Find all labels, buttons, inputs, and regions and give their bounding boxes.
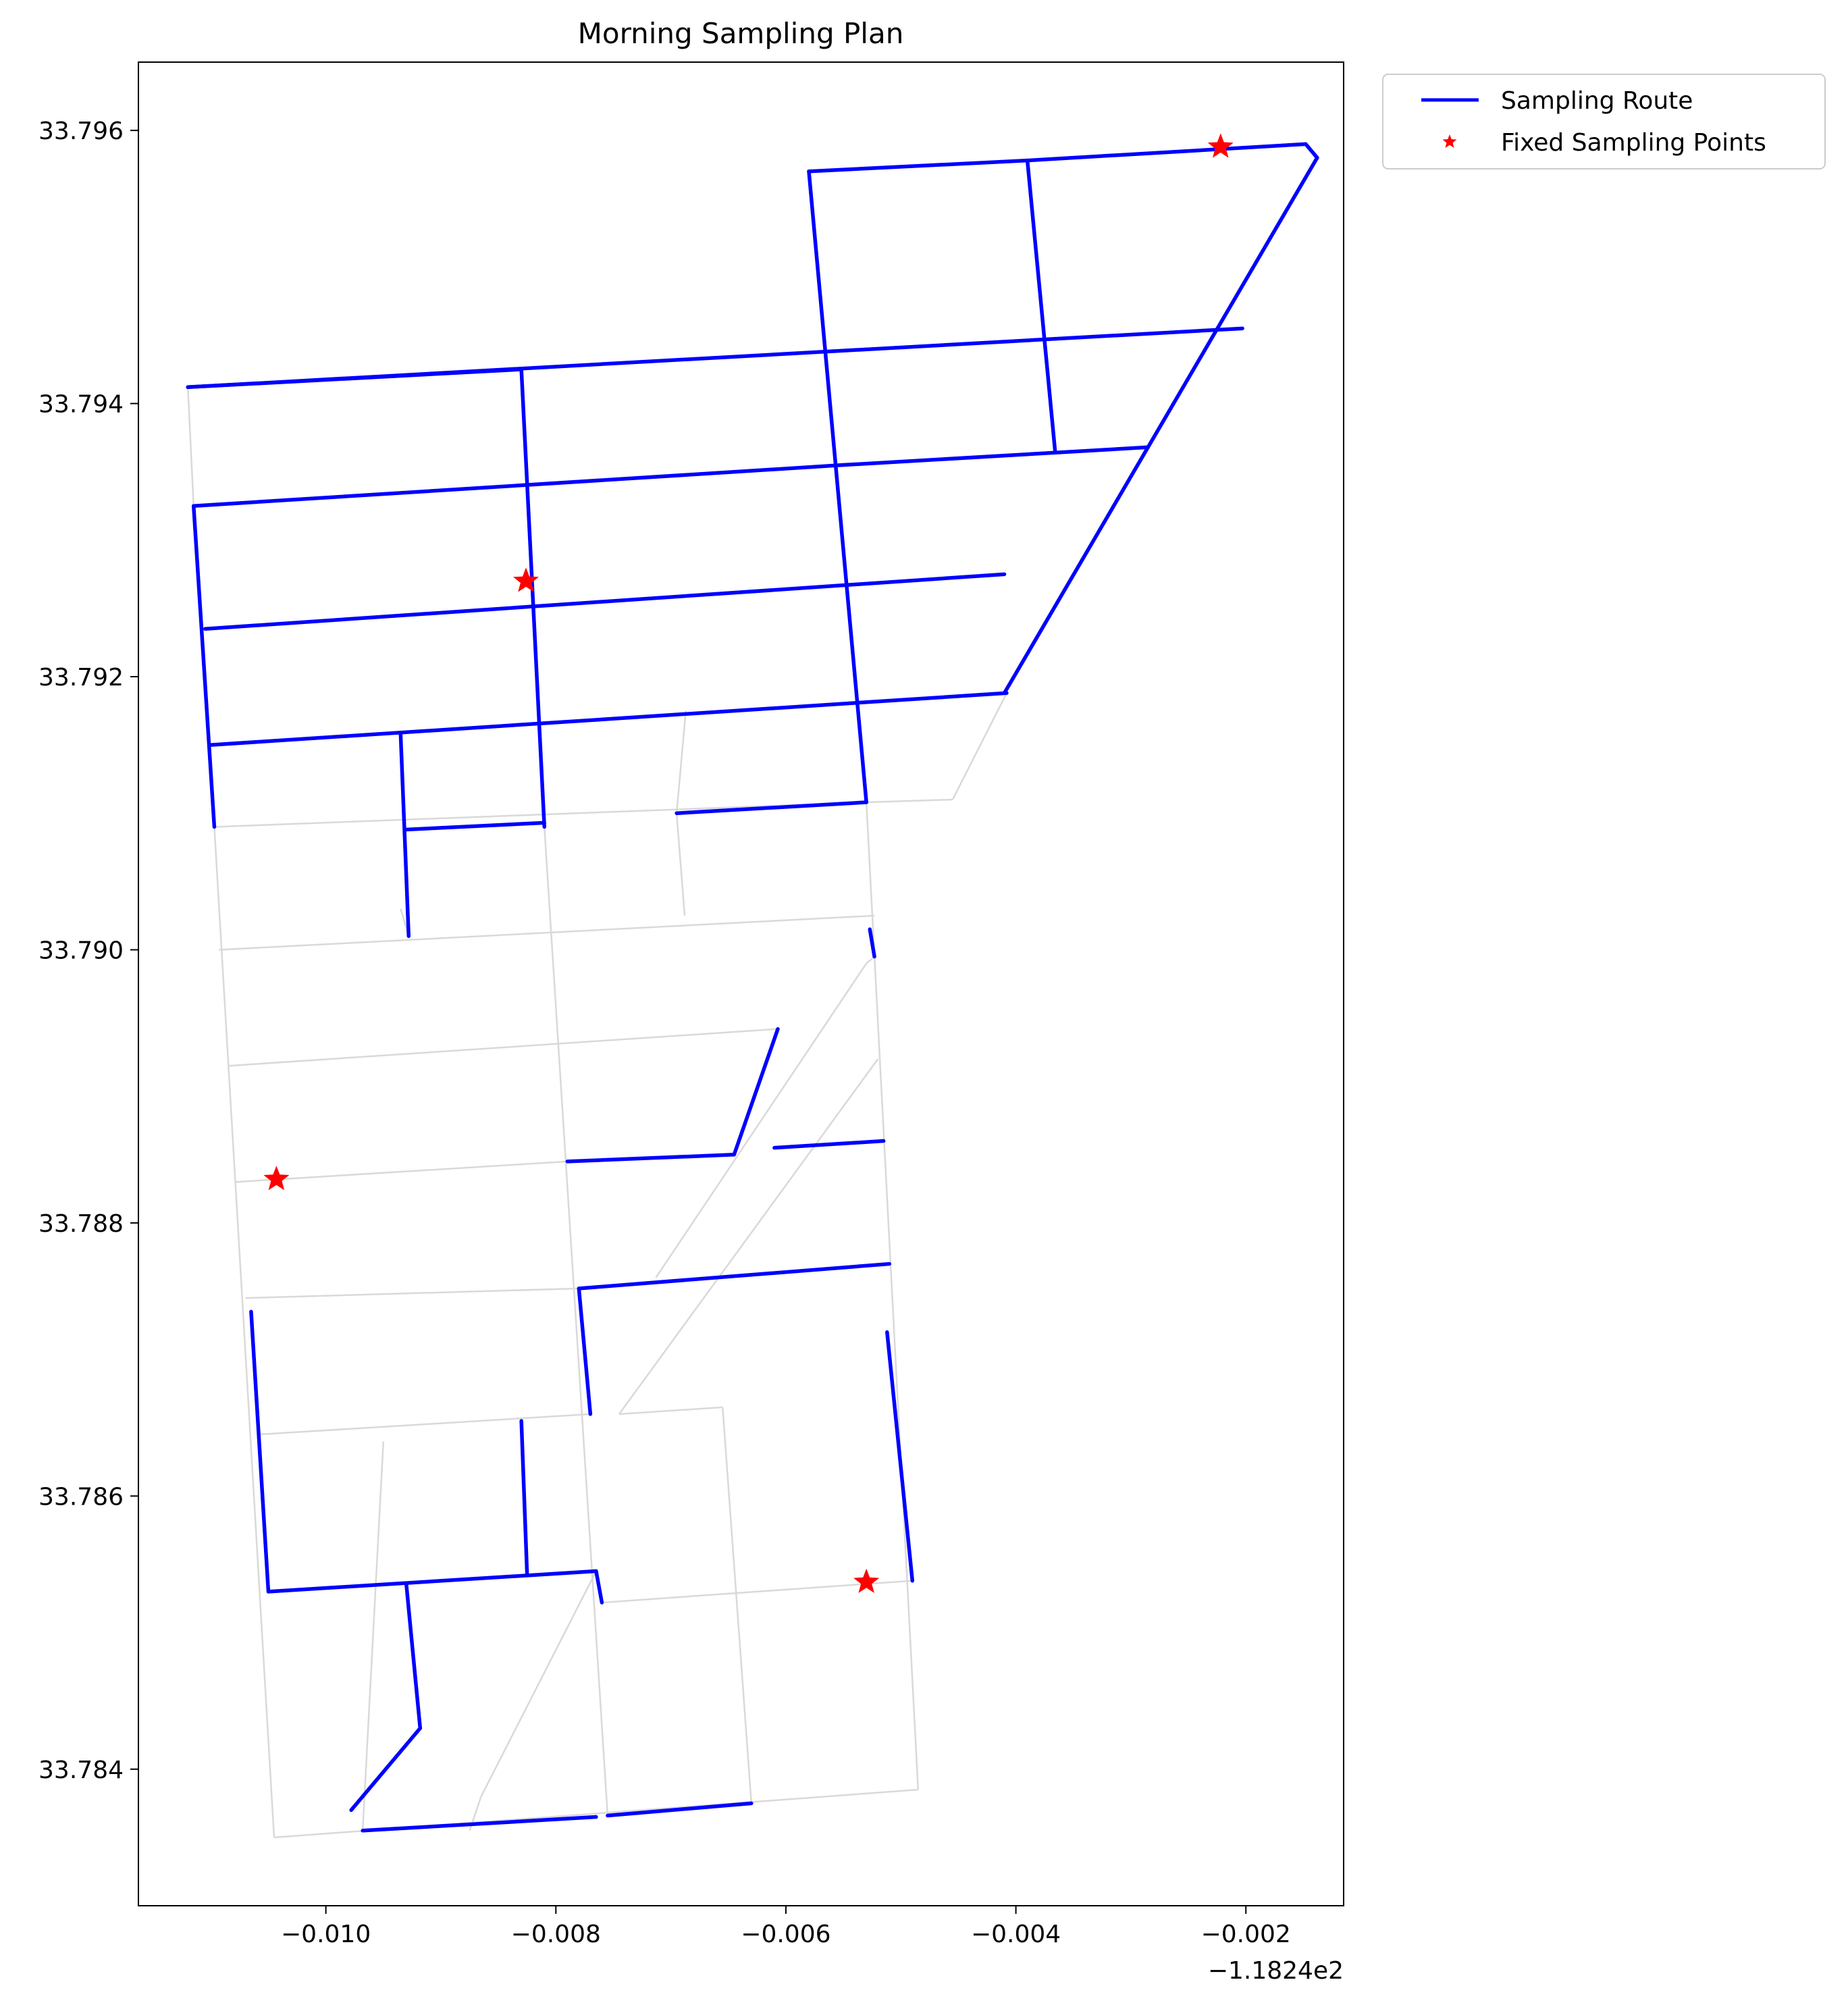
route-segment: [577, 1286, 593, 1416]
sampling-point-star: [263, 1166, 290, 1191]
chart-title: Morning Sampling Plan: [578, 17, 904, 50]
y-axis: 33.784 33.786 33.788 33.790 33.792 33.794 33.7…: [38, 118, 138, 1784]
route-segment: [403, 821, 546, 832]
route-segment: [519, 367, 546, 829]
route-segment: [192, 504, 217, 829]
street-segment: [214, 801, 867, 828]
legend-route-label: Sampling Route: [1501, 87, 1693, 115]
route-segment: [577, 1261, 891, 1291]
route-segment: [732, 1026, 780, 1157]
y-tick-label: 33.784: [38, 1756, 124, 1784]
x-tick-label: −0.010: [281, 1921, 371, 1948]
street-segment: [618, 1058, 879, 1415]
route-segment: [594, 1569, 604, 1605]
street-segment: [245, 1287, 579, 1299]
route-segment: [1025, 158, 1057, 452]
route-segment: [192, 463, 845, 508]
street-segment: [219, 914, 875, 951]
route-segment: [841, 445, 1151, 467]
street-segment: [602, 1580, 913, 1604]
route-segment: [349, 1726, 423, 1813]
legend-frame: [1382, 74, 1826, 170]
route-segment: [249, 1309, 271, 1594]
street-segment: [257, 1413, 591, 1436]
street-segment: [480, 1570, 598, 1797]
street-segment: [865, 802, 920, 1790]
y-tick-label: 33.794: [38, 391, 124, 419]
plot-area: [138, 61, 1344, 1906]
street-segment: [951, 692, 1008, 800]
street-segment: [213, 827, 275, 1838]
route-segment: [519, 1419, 529, 1578]
y-tick-label: 33.788: [38, 1210, 124, 1238]
street-segment: [236, 1160, 568, 1183]
route-segment: [606, 1801, 754, 1818]
route-segment: [772, 1139, 886, 1150]
y-tick-label: 33.786: [38, 1483, 124, 1511]
street-segment: [655, 962, 868, 1278]
street-segment: [361, 1441, 385, 1831]
route-segment: [186, 326, 1244, 390]
route-segment: [266, 1569, 598, 1594]
street-segment: [186, 387, 195, 506]
route-segment: [565, 1153, 737, 1164]
route-segment: [675, 800, 868, 815]
route-segment: [203, 572, 1007, 631]
x-tick-label: −0.008: [511, 1921, 601, 1948]
route-segment: [807, 158, 1030, 174]
street-segment: [228, 1028, 778, 1067]
legend-points-label: Fixed Sampling Points: [1501, 129, 1766, 157]
plot-background: [138, 62, 1344, 1906]
legend: Sampling Route Fixed Sampling Points: [1382, 74, 1826, 170]
sampling-points: [263, 133, 1234, 1593]
y-tick-label: 33.792: [38, 664, 124, 692]
x-axis-offset-label: −1.1824e2: [1208, 1957, 1344, 1985]
sampling-point-star: [853, 1568, 880, 1593]
y-tick-label: 33.796: [38, 118, 124, 145]
x-tick-label: −0.004: [971, 1921, 1061, 1948]
sampling-point-star: [513, 567, 539, 592]
sampling-route: [186, 142, 1319, 1833]
street-segment: [675, 710, 687, 814]
route-segment: [885, 1330, 915, 1583]
route-segment: [361, 1815, 598, 1833]
route-segment: [209, 691, 1009, 747]
x-tick-label: −0.006: [741, 1921, 830, 1948]
route-segment: [398, 732, 411, 938]
street-segment: [722, 1407, 753, 1804]
x-axis: −0.010 −0.008 −0.006 −0.004 −0.002: [281, 1906, 1291, 1948]
y-tick-label: 33.790: [38, 937, 124, 964]
route-segment: [1025, 142, 1308, 163]
street-segment: [618, 1406, 723, 1415]
route-segment: [404, 1583, 423, 1730]
route-segment: [1304, 142, 1319, 160]
x-tick-label: −0.002: [1201, 1921, 1291, 1948]
street-segment: [866, 798, 953, 804]
legend-star-icon: [1442, 134, 1457, 148]
route-segment: [868, 927, 876, 959]
street-segment: [675, 813, 686, 916]
sampling-point-star: [1207, 133, 1234, 158]
route-segment: [1002, 155, 1319, 696]
plot-frame: [138, 61, 1344, 1906]
street-segment: [543, 827, 609, 1816]
route-segment: [807, 170, 868, 804]
